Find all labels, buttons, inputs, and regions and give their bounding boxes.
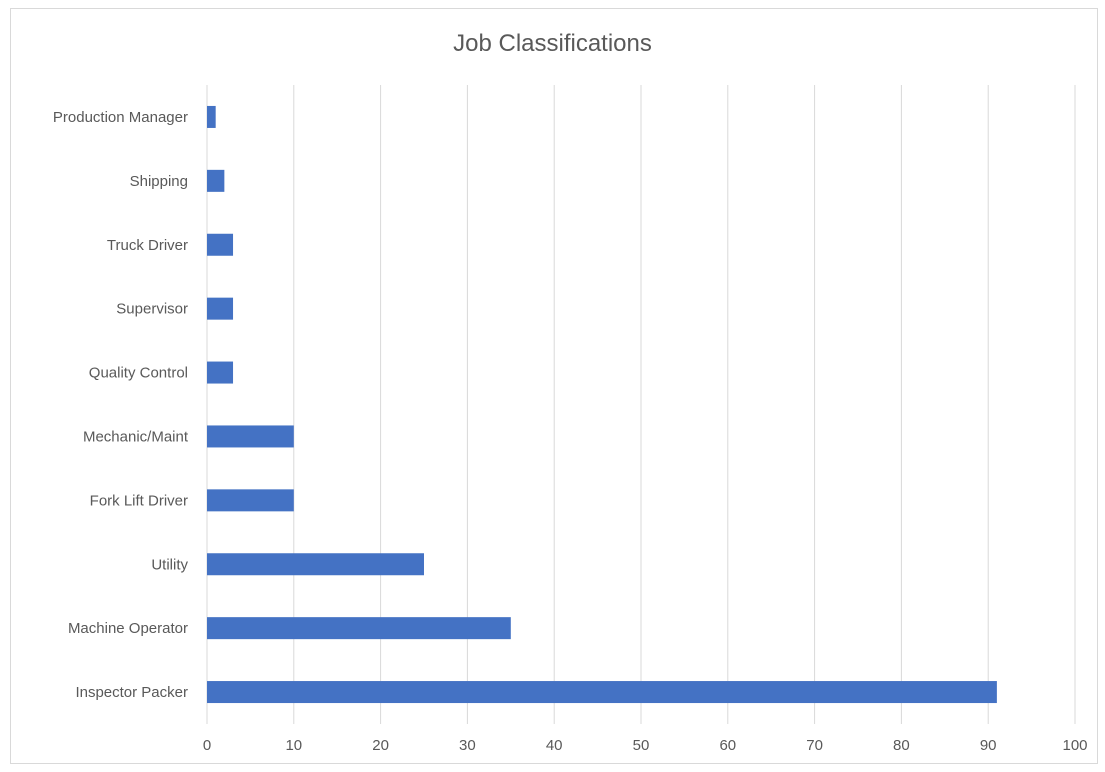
category-label: Fork Lift Driver — [90, 492, 188, 509]
x-axis-tick-labels: 0 10 20 30 40 50 60 70 80 90 100 — [203, 737, 1088, 754]
x-tick-label: 40 — [546, 737, 563, 754]
x-tick-label: 10 — [285, 737, 302, 754]
x-tick-label: 30 — [459, 737, 476, 754]
bar-truck-driver — [207, 233, 234, 256]
chart-title: Job Classifications — [453, 30, 652, 57]
category-label: Utility — [151, 556, 188, 573]
x-tick-label: 60 — [719, 737, 736, 754]
bar-fork-lift-driver — [207, 489, 294, 512]
category-labels: Inspector Packer Machine Operator Utility F… — [53, 109, 189, 701]
category-label: Inspector Packer — [75, 684, 188, 701]
category-label: Machine Operator — [68, 620, 188, 637]
category-label: Supervisor — [116, 301, 188, 318]
bar-shipping — [207, 169, 225, 192]
category-label: Shipping — [130, 173, 188, 190]
bar-inspector-packer — [207, 681, 997, 704]
bar-utility — [207, 553, 424, 576]
x-tick-label: 80 — [893, 737, 910, 754]
x-tick-label: 20 — [372, 737, 389, 754]
bar-production-manager — [207, 105, 216, 128]
category-label: Truck Driver — [107, 237, 188, 254]
x-tick-label: 0 — [203, 737, 211, 754]
x-tick-label: 90 — [980, 737, 997, 754]
category-label: Mechanic/Maint — [83, 428, 189, 445]
bar-supervisor — [207, 297, 234, 320]
bar-machine-operator — [207, 617, 511, 640]
category-label: Quality Control — [89, 365, 188, 382]
bars — [207, 105, 997, 704]
x-tick-label: 50 — [633, 737, 650, 754]
category-label: Production Manager — [53, 109, 188, 126]
bar-quality-control — [207, 361, 234, 384]
bar-mechanic-maint — [207, 425, 294, 448]
x-tick-label: 100 — [1062, 737, 1087, 754]
x-tick-label: 70 — [806, 737, 823, 754]
